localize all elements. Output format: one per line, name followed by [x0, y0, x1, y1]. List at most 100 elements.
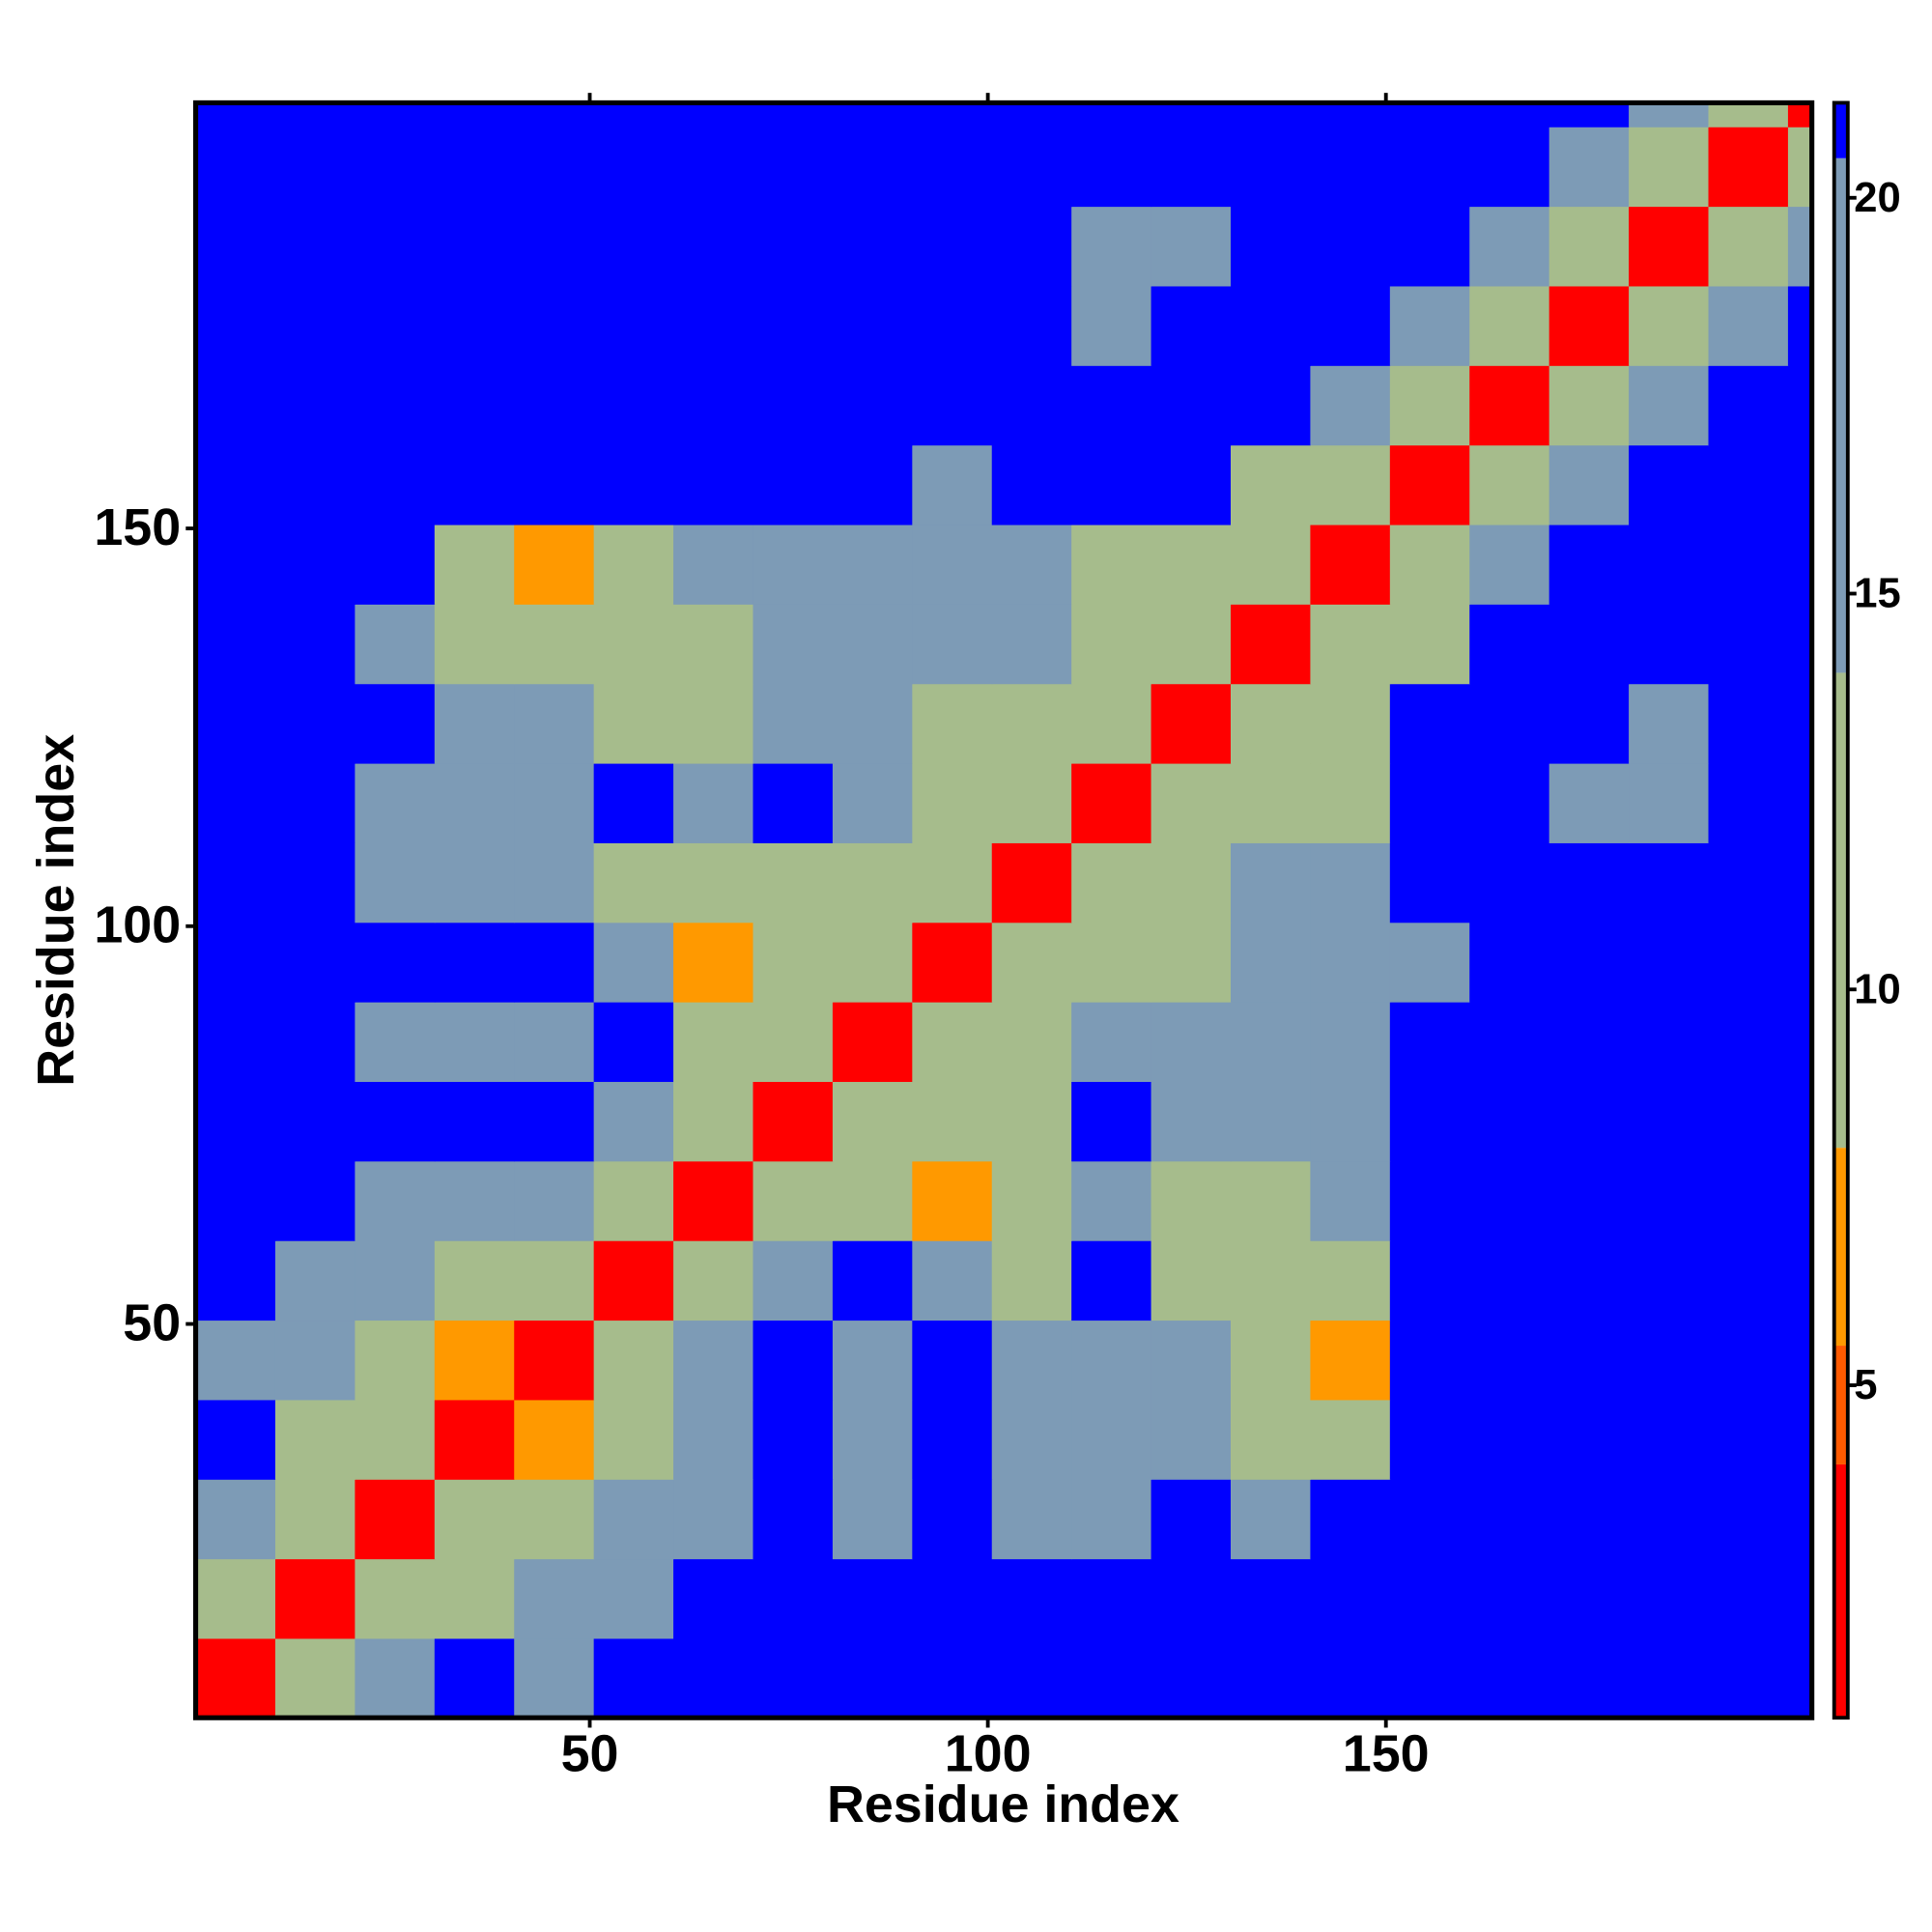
- heatmap-cell: [1787, 842, 1813, 923]
- heatmap-cell: [1389, 683, 1470, 764]
- heatmap-cell: [753, 365, 834, 446]
- heatmap-cell: [1389, 1558, 1470, 1639]
- heatmap-cell: [1310, 206, 1391, 287]
- heatmap-cell: [514, 102, 595, 128]
- heatmap: [195, 102, 1813, 1719]
- heatmap-cell: [434, 1479, 515, 1560]
- colorbar-frame: [1832, 100, 1850, 1720]
- heatmap-cell: [1629, 524, 1710, 605]
- heatmap-cell: [1548, 604, 1630, 685]
- heatmap-cell: [274, 524, 356, 605]
- heatmap-cell: [274, 604, 356, 685]
- heatmap-cell: [753, 762, 834, 843]
- heatmap-cell: [1469, 1002, 1550, 1083]
- heatmap-cell: [832, 1479, 913, 1560]
- heatmap-cell: [1310, 444, 1391, 526]
- heatmap-cell: [514, 604, 595, 685]
- heatmap-cell: [1151, 1558, 1232, 1639]
- heatmap-cell: [912, 102, 993, 128]
- heatmap-cell: [991, 1399, 1072, 1480]
- heatmap-cell: [912, 1320, 993, 1401]
- heatmap-cell: [195, 127, 276, 208]
- heatmap-cell: [991, 1081, 1072, 1162]
- heatmap-cell: [1230, 1002, 1312, 1083]
- heatmap-cell: [1389, 1479, 1470, 1560]
- heatmap-cell: [195, 1558, 276, 1639]
- heatmap-cell: [274, 206, 356, 287]
- heatmap-cell: [991, 1320, 1072, 1401]
- heatmap-cell: [1071, 444, 1152, 526]
- heatmap-cell: [1389, 127, 1470, 208]
- heatmap-cell: [434, 1002, 515, 1083]
- heatmap-cell: [1230, 365, 1312, 446]
- heatmap-cell: [1787, 922, 1813, 1003]
- heatmap-cell: [1629, 1002, 1710, 1083]
- heatmap-cell: [1310, 1002, 1391, 1083]
- heatmap-cell: [593, 206, 674, 287]
- heatmap-cell: [991, 1240, 1072, 1321]
- heatmap-cell: [1787, 365, 1813, 446]
- heatmap-cell: [753, 604, 834, 685]
- heatmap-cell: [1310, 102, 1391, 128]
- heatmap-cell: [1787, 285, 1813, 366]
- heatmap-cell: [1230, 206, 1312, 287]
- heatmap-cell: [1151, 1637, 1232, 1719]
- colorbar-segment: [1833, 102, 1848, 158]
- heatmap-cell: [991, 762, 1072, 843]
- heatmap-cell: [514, 683, 595, 764]
- heatmap-cell: [1230, 1081, 1312, 1162]
- heatmap-cell: [1469, 127, 1550, 208]
- heatmap-cell: [1469, 1320, 1550, 1401]
- heatmap-cell: [1151, 842, 1232, 923]
- heatmap-cell: [195, 1320, 276, 1401]
- heatmap-cell: [991, 206, 1072, 287]
- heatmap-cell: [1230, 1558, 1312, 1639]
- heatmap-cell: [1071, 1637, 1152, 1719]
- heatmap-cell: [1708, 604, 1789, 685]
- heatmap-cell: [1708, 1479, 1789, 1560]
- heatmap-cell: [1230, 922, 1312, 1003]
- heatmap-cell: [1230, 1320, 1312, 1401]
- heatmap-cell: [1230, 524, 1312, 605]
- heatmap-cell: [991, 842, 1072, 923]
- heatmap-cell: [514, 285, 595, 366]
- heatmap-cell: [753, 842, 834, 923]
- heatmap-cell: [1629, 1240, 1710, 1321]
- heatmap-cell: [1071, 762, 1152, 843]
- heatmap-cell: [673, 683, 754, 764]
- heatmap-cell: [1469, 1081, 1550, 1162]
- colorbar-tick-label: 15: [1854, 571, 1900, 617]
- heatmap-cell: [1071, 285, 1152, 366]
- plot-frame: [193, 99, 1815, 1720]
- heatmap-cell: [355, 922, 436, 1003]
- heatmap-cell: [514, 1479, 595, 1560]
- heatmap-cell: [434, 365, 515, 446]
- heatmap-cell: [355, 842, 436, 923]
- heatmap-cell: [434, 1240, 515, 1321]
- heatmap-cell: [195, 365, 276, 446]
- heatmap-cell: [1708, 206, 1789, 287]
- heatmap-cell: [1389, 1320, 1470, 1401]
- heatmap-cell: [195, 1399, 276, 1480]
- heatmap-cell: [673, 1081, 754, 1162]
- heatmap-cell: [593, 1558, 674, 1639]
- heatmap-cell: [753, 102, 834, 128]
- heatmap-cell: [912, 524, 993, 605]
- heatmap-cell: [355, 1320, 436, 1401]
- heatmap-cell: [1787, 604, 1813, 685]
- heatmap-cell: [673, 1399, 754, 1480]
- heatmap-cell: [1548, 1558, 1630, 1639]
- heatmap-cell: [753, 1479, 834, 1560]
- heatmap-cell: [1230, 1479, 1312, 1560]
- heatmap-cell: [434, 922, 515, 1003]
- heatmap-cell: [1310, 1558, 1391, 1639]
- heatmap-cell: [1071, 365, 1152, 446]
- heatmap-cell: [1230, 762, 1312, 843]
- heatmap-cell: [912, 1637, 993, 1719]
- heatmap-cell: [355, 365, 436, 446]
- heatmap-cell: [673, 1479, 754, 1560]
- heatmap-cell: [1071, 1479, 1152, 1560]
- heatmap-cell: [593, 1637, 674, 1719]
- heatmap-cell: [434, 1320, 515, 1401]
